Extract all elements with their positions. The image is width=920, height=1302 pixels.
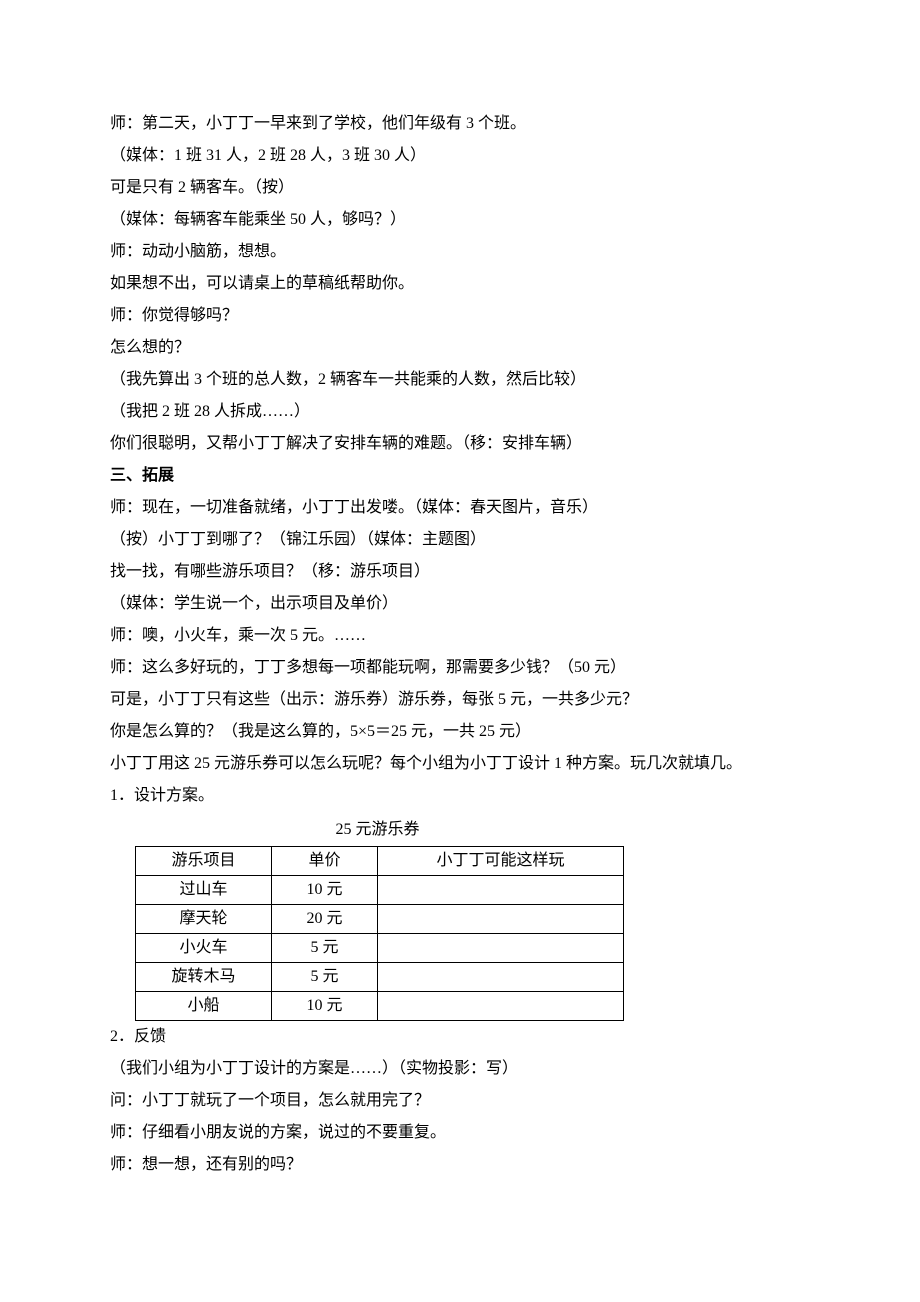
table-cell: 摩天轮 — [136, 905, 272, 934]
table-header-row: 游乐项目 单价 小丁丁可能这样玩 — [136, 847, 624, 876]
table-cell: 10 元 — [272, 992, 378, 1021]
body-line: 师：这么多好玩的，丁丁多想每一项都能玩啊，那需要多少钱？（50 元） — [110, 652, 810, 684]
table-row: 过山车 10 元 — [136, 876, 624, 905]
body-line: （我先算出 3 个班的总人数，2 辆客车一共能乘的人数，然后比较） — [110, 364, 810, 396]
body-line: 师：第二天，小丁丁一早来到了学校，他们年级有 3 个班。 — [110, 108, 810, 140]
body-line: （我们小组为小丁丁设计的方案是……）（实物投影：写） — [110, 1053, 810, 1085]
table-cell: 5 元 — [272, 963, 378, 992]
body-line: 师：想一想，还有别的吗？ — [110, 1149, 810, 1181]
body-line: 1．设计方案。 — [110, 780, 810, 812]
body-line: 怎么想的？ — [110, 332, 810, 364]
body-line: 找一找，有哪些游乐项目？（移：游乐项目） — [110, 556, 810, 588]
table-cell: 旋转木马 — [136, 963, 272, 992]
table-header-cell: 游乐项目 — [136, 847, 272, 876]
table-cell: 小火车 — [136, 934, 272, 963]
table-cell — [378, 876, 624, 905]
table-row: 小火车 5 元 — [136, 934, 624, 963]
price-table-wrap: 25 元游乐券 游乐项目 单价 小丁丁可能这样玩 过山车 10 元 摩天轮 20… — [110, 814, 810, 1021]
table-header-cell: 小丁丁可能这样玩 — [378, 847, 624, 876]
body-line: 师：噢，小火车，乘一次 5 元。…… — [110, 620, 810, 652]
body-line: （媒体：学生说一个，出示项目及单价） — [110, 588, 810, 620]
body-line: 师：动动小脑筋，想想。 — [110, 236, 810, 268]
body-line: 问：小丁丁就玩了一个项目，怎么就用完了？ — [110, 1085, 810, 1117]
table-title: 25 元游乐券 — [135, 814, 620, 846]
table-cell: 小船 — [136, 992, 272, 1021]
table-row: 摩天轮 20 元 — [136, 905, 624, 934]
body-line: 你是怎么算的？（我是这么算的，5×5＝25 元，一共 25 元） — [110, 716, 810, 748]
section-heading: 三、拓展 — [110, 460, 810, 492]
body-line: 可是，小丁丁只有这些（出示：游乐券）游乐券，每张 5 元，一共多少元？ — [110, 684, 810, 716]
table-cell: 5 元 — [272, 934, 378, 963]
body-line: 2．反馈 — [110, 1021, 810, 1053]
table-cell: 10 元 — [272, 876, 378, 905]
body-line: （媒体：1 班 31 人，2 班 28 人，3 班 30 人） — [110, 140, 810, 172]
table-cell: 过山车 — [136, 876, 272, 905]
table-cell: 20 元 — [272, 905, 378, 934]
table-cell — [378, 934, 624, 963]
body-line: 可是只有 2 辆客车。（按） — [110, 172, 810, 204]
body-line: （我把 2 班 28 人拆成……） — [110, 396, 810, 428]
body-line: 小丁丁用这 25 元游乐券可以怎么玩呢？每个小组为小丁丁设计 1 种方案。玩几次… — [110, 748, 810, 780]
body-line: 你们很聪明，又帮小丁丁解决了安排车辆的难题。（移：安排车辆） — [110, 428, 810, 460]
table-cell — [378, 992, 624, 1021]
table-row: 小船 10 元 — [136, 992, 624, 1021]
body-line: 师：仔细看小朋友说的方案，说过的不要重复。 — [110, 1117, 810, 1149]
table-row: 旋转木马 5 元 — [136, 963, 624, 992]
body-line: 如果想不出，可以请桌上的草稿纸帮助你。 — [110, 268, 810, 300]
body-line: 师：你觉得够吗？ — [110, 300, 810, 332]
body-line: 师：现在，一切准备就绪，小丁丁出发喽。（媒体：春天图片，音乐） — [110, 492, 810, 524]
table-cell — [378, 963, 624, 992]
table-header-cell: 单价 — [272, 847, 378, 876]
price-table: 游乐项目 单价 小丁丁可能这样玩 过山车 10 元 摩天轮 20 元 小火车 5… — [135, 846, 624, 1021]
table-cell — [378, 905, 624, 934]
body-line: （媒体：每辆客车能乘坐 50 人，够吗？） — [110, 204, 810, 236]
body-line: （按）小丁丁到哪了？（锦江乐园）（媒体：主题图） — [110, 524, 810, 556]
